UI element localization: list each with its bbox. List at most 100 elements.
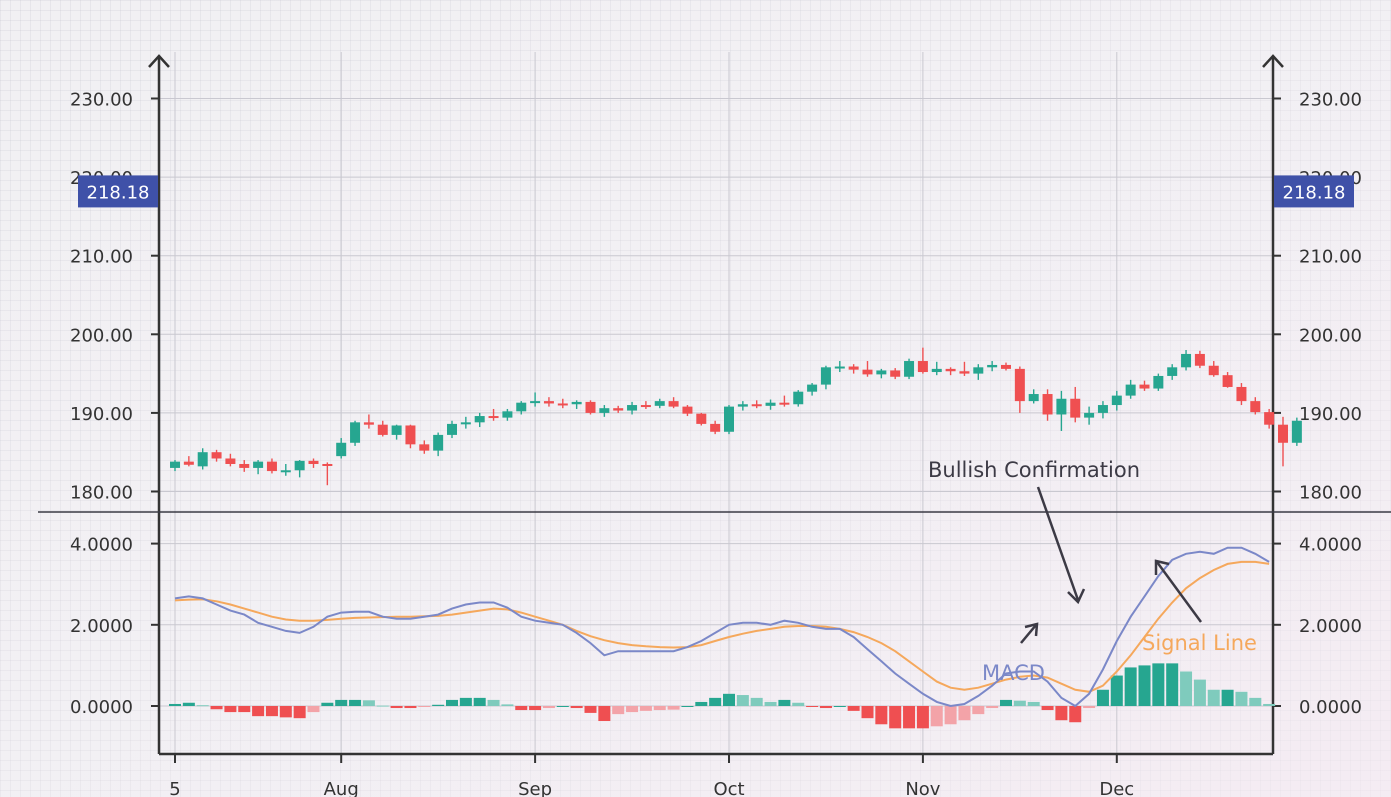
candle-body <box>405 425 416 445</box>
candle-body <box>1014 368 1025 402</box>
histogram-bar <box>182 702 195 706</box>
candle-body <box>1153 375 1164 389</box>
histogram-bar <box>196 705 209 707</box>
candle-body <box>627 405 638 411</box>
price-tick-label-right: 190.00 <box>1299 404 1362 425</box>
candle-body <box>253 461 264 468</box>
histogram-bar <box>1193 679 1206 706</box>
histogram-bar <box>930 706 943 727</box>
histogram-bar <box>916 706 929 729</box>
candle-body <box>543 401 554 404</box>
x-tick-label: Sep <box>518 779 552 797</box>
candle-body <box>1236 386 1247 402</box>
signal-line-series <box>174 560 1270 693</box>
candle-body <box>807 384 818 392</box>
annotation-signal-line: Signal Line <box>1142 631 1257 655</box>
candle-body <box>1042 394 1053 415</box>
x-tick-label: Dec <box>1099 779 1134 797</box>
candle-body <box>516 402 527 412</box>
candle-body <box>170 461 180 468</box>
candle-body <box>1111 395 1122 406</box>
candle-body <box>848 366 859 370</box>
histogram-bar <box>1027 701 1040 706</box>
candle-body <box>502 411 513 418</box>
last-price-label-right: 218.18 <box>1283 182 1346 203</box>
candle-body <box>890 370 901 377</box>
candle-body <box>945 368 956 372</box>
candle-body <box>239 463 250 468</box>
candle-body <box>987 364 998 368</box>
candle-body <box>904 361 915 377</box>
candle-body <box>530 401 541 404</box>
candle-body <box>1208 365 1219 376</box>
candle-body <box>1070 398 1081 418</box>
histogram-bar <box>847 706 860 711</box>
price-tick-label-left: 180.00 <box>70 483 133 504</box>
histogram-bar <box>612 706 625 715</box>
histogram-bar <box>1221 689 1234 706</box>
candle-body <box>211 452 222 459</box>
candle-body <box>779 402 790 405</box>
candle-body <box>654 401 665 406</box>
candle-body <box>1125 384 1136 396</box>
candle-body <box>433 434 444 451</box>
candle-body <box>682 406 693 414</box>
candle-body <box>1181 353 1192 368</box>
candle-body <box>1001 364 1011 369</box>
histogram-bar <box>1069 706 1082 723</box>
histogram-bar <box>626 706 639 713</box>
histogram-bar <box>404 706 417 709</box>
histogram-bar <box>1041 706 1054 711</box>
candle-body <box>280 470 291 473</box>
candle-body <box>1250 401 1261 413</box>
histogram-bar <box>542 706 555 709</box>
candle-body <box>377 424 388 435</box>
macd-tick-label-left: 2.0000 <box>70 616 133 637</box>
price-tick-label-left: 210.00 <box>70 247 133 268</box>
histogram-bar <box>778 699 791 706</box>
histogram-bar <box>570 706 583 709</box>
macd-tick-label-left: 4.0000 <box>70 535 133 556</box>
histogram-bar <box>1207 689 1220 706</box>
histogram-bar <box>681 706 694 707</box>
histogram-bar <box>390 706 403 709</box>
candle-body <box>917 361 928 373</box>
candle-body <box>1167 367 1178 376</box>
histogram-bar <box>1013 700 1026 706</box>
histogram-bar <box>986 706 999 709</box>
candle-body <box>793 391 804 405</box>
histogram-bar <box>723 693 735 706</box>
candle-body <box>1084 412 1095 418</box>
histogram-bar <box>362 700 375 706</box>
histogram-bar <box>279 706 292 718</box>
candle-body <box>862 369 873 375</box>
histogram-bar <box>515 706 528 711</box>
histogram-bar <box>806 706 819 707</box>
histogram-bar <box>875 706 888 725</box>
candle-body <box>834 366 845 369</box>
left-axis-arrow <box>148 54 170 68</box>
candle-body <box>668 401 679 407</box>
histogram-bar <box>335 699 348 706</box>
histogram-bar <box>958 706 971 721</box>
candle-body <box>322 463 333 466</box>
price-tick-label-left: 200.00 <box>70 325 133 346</box>
histogram-bar <box>1096 689 1109 706</box>
histogram-bar <box>1055 706 1068 721</box>
candle-body <box>1139 384 1150 389</box>
annotation-macd-arrow <box>1020 624 1037 644</box>
histogram-bar <box>224 706 237 713</box>
histogram-bar <box>1180 671 1193 706</box>
candle-body <box>751 404 762 407</box>
candle-body <box>294 460 305 471</box>
annotations: Bullish Confirmation MACD Signal Line <box>928 458 1257 685</box>
histogram-bar <box>1152 663 1165 706</box>
candle-body <box>460 422 471 425</box>
price-tick-label-left: 190.00 <box>70 404 133 425</box>
histogram-bar <box>1249 697 1262 706</box>
candle-body <box>571 401 582 405</box>
candle-body <box>931 368 942 373</box>
candle-body <box>959 371 970 374</box>
macd-line-series <box>174 546 1270 708</box>
histogram-bar <box>736 695 749 706</box>
